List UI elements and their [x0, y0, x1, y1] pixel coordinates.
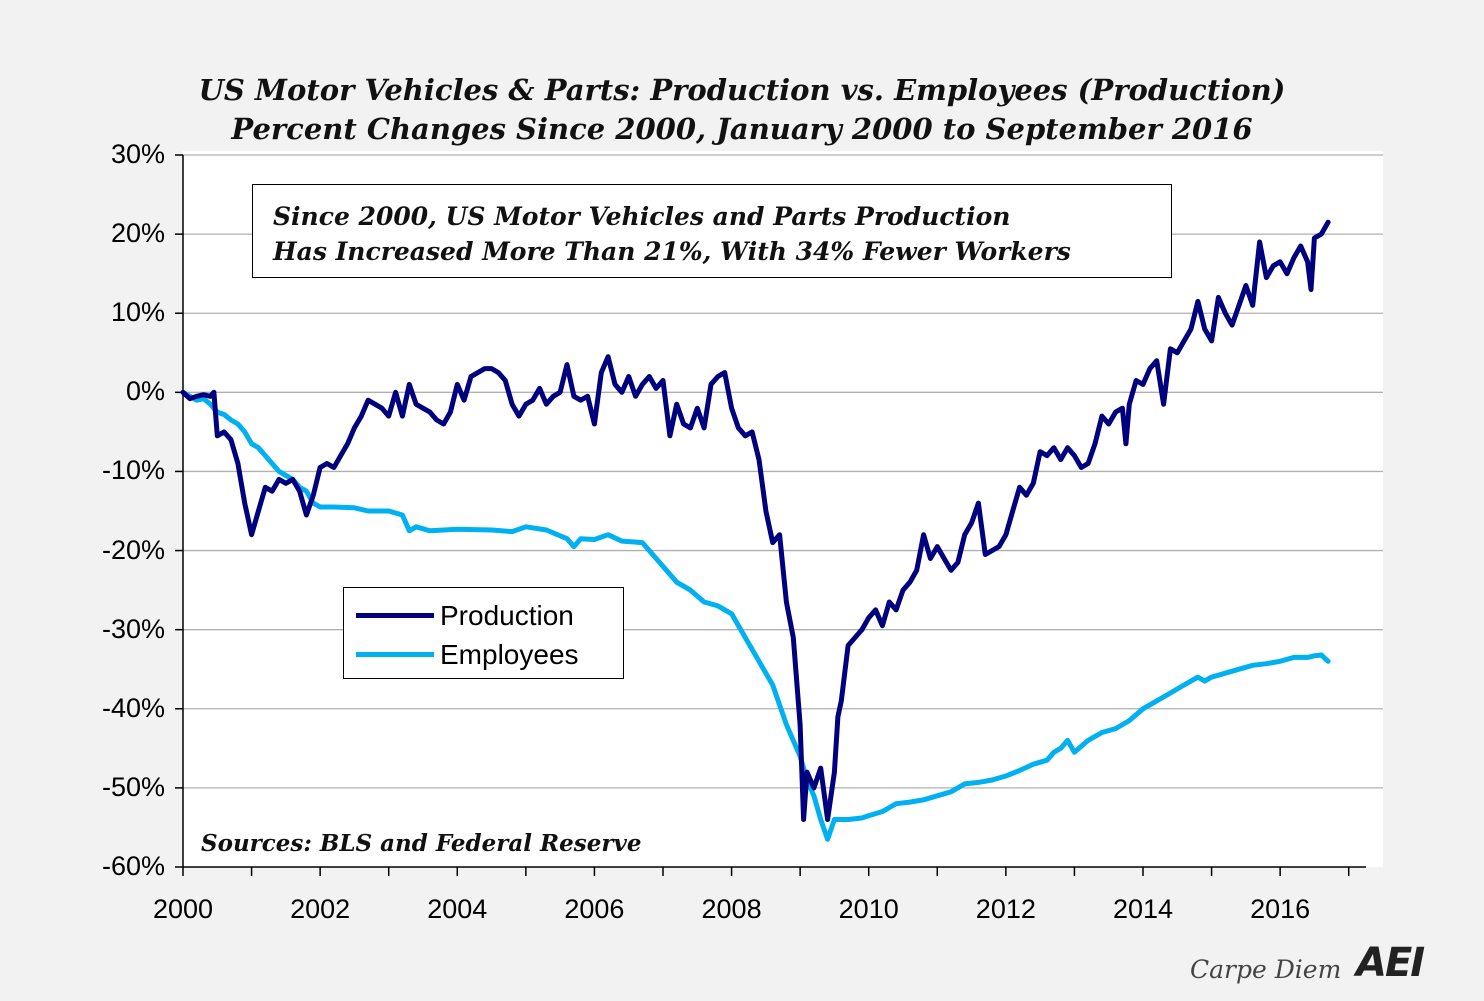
y-tick-label: -20% [101, 534, 165, 565]
x-tick-label: 2000 [152, 894, 214, 924]
y-tick-label: 30% [110, 139, 165, 169]
y-tick-label: 10% [110, 297, 165, 328]
legend-swatch-production [356, 613, 434, 618]
x-tick-label: 2014 [1112, 894, 1174, 924]
y-tick-label: -60% [101, 851, 165, 881]
x-tick-label: 2002 [290, 894, 351, 924]
x-tick-label: 2004 [427, 894, 488, 924]
annotation-box: Since 2000, US Motor Vehicles and Parts … [252, 184, 1172, 278]
x-tick-label: 2010 [838, 894, 899, 924]
legend-item-production: Production [344, 596, 623, 635]
legend: Production Employees [343, 587, 624, 679]
y-tick-label: -10% [101, 455, 165, 486]
chart-title: US Motor Vehicles & Parts: Production vs… [198, 73, 1286, 107]
y-tick-label: -40% [101, 692, 165, 723]
annotation-line-1: Since 2000, US Motor Vehicles and Parts … [273, 202, 1011, 231]
y-tick-label: 0% [125, 376, 165, 407]
legend-label-production: Production [440, 599, 574, 631]
y-tick-label: 20% [110, 218, 165, 249]
chart-subtitle: Percent Changes Since 2000, January 2000… [231, 112, 1253, 146]
sources-note: Sources: BLS and Federal Reserve [201, 830, 642, 857]
legend-item-employees: Employees [344, 635, 623, 674]
y-tick-label: -30% [101, 613, 165, 644]
legend-label-employees: Employees [440, 638, 579, 670]
x-tick-label: 2012 [975, 894, 1036, 924]
x-tick-label: 2006 [564, 894, 625, 924]
legend-swatch-employees [356, 652, 434, 657]
brand-tagline: Carpe Diem [1190, 955, 1342, 984]
annotation-line-2: Has Increased More Than 21%, With 34% Fe… [273, 237, 1071, 266]
x-tick-label: 2008 [701, 894, 762, 924]
aei-logo: AEI [1356, 940, 1425, 986]
y-tick-label: -50% [101, 771, 165, 802]
axes [175, 154, 1366, 876]
series-lines [180, 219, 1331, 842]
series-line-production [180, 219, 1331, 822]
x-tick-label: 2016 [1250, 894, 1311, 924]
